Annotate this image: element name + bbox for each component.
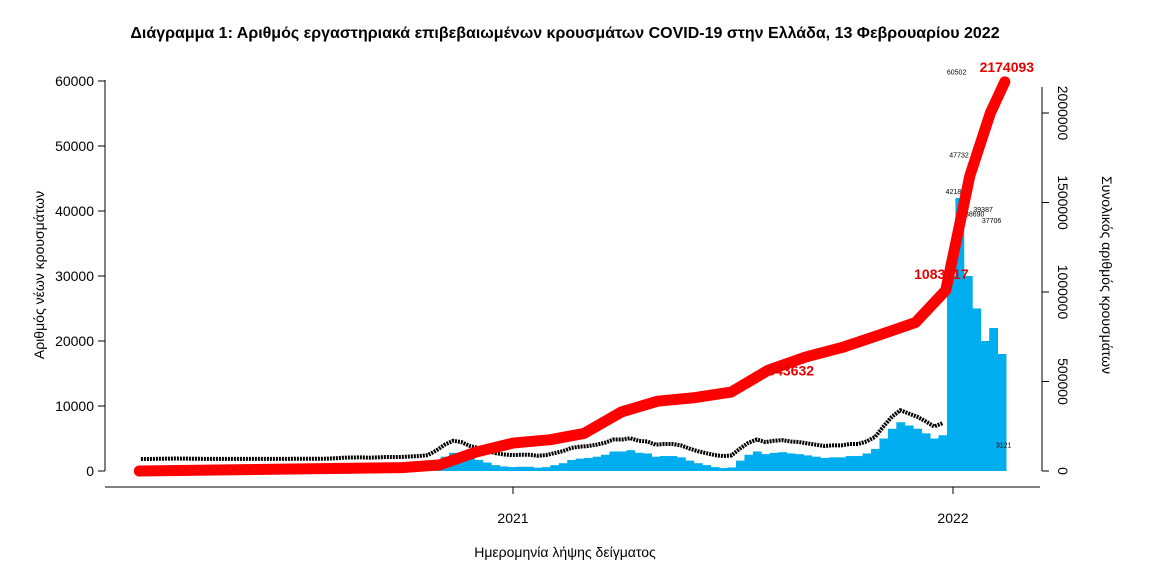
bar: [980, 341, 990, 471]
y2-tick-label: 500000: [1055, 358, 1071, 405]
bar: [811, 456, 821, 471]
bar: [575, 458, 585, 471]
y2-axis-label: Συνολικός αριθμός κρουσμάτων: [1099, 176, 1115, 374]
bar: [634, 452, 644, 471]
bar: [795, 454, 804, 471]
bar: [946, 276, 956, 471]
bar: [921, 433, 931, 471]
daily-value-label: 60502: [947, 70, 967, 77]
bar: [896, 422, 906, 471]
bar: [736, 460, 745, 471]
cumulative-label: 543632: [767, 363, 814, 379]
bar: [567, 459, 577, 471]
bar: [491, 465, 501, 471]
bar: [584, 458, 593, 471]
bar: [930, 438, 939, 471]
bar: [803, 455, 813, 471]
bar: [592, 456, 602, 471]
bar: [786, 453, 796, 471]
bar: [854, 456, 863, 471]
daily-value-label: 39387: [973, 207, 993, 214]
bar: [601, 454, 610, 471]
bar: [862, 453, 872, 471]
bar: [727, 467, 737, 471]
y-tick-label: 0: [86, 463, 94, 479]
bar: [482, 462, 492, 471]
bar: [558, 463, 568, 471]
bar: [643, 453, 653, 471]
y-tick-label: 10000: [55, 398, 94, 414]
y2-tick-label: 0: [1055, 467, 1071, 475]
bar: [676, 457, 686, 471]
bar: [693, 463, 703, 471]
bar: [617, 451, 627, 471]
bar: [668, 456, 678, 471]
bar: [769, 452, 779, 471]
chart-title: Διάγραμμα 1: Αριθμός εργαστηριακά επιβεβ…: [130, 25, 999, 42]
y-tick-label: 50000: [55, 138, 94, 154]
bar: [887, 428, 897, 471]
y-tick-label: 20000: [55, 333, 94, 349]
bar: [609, 451, 619, 471]
bar: [938, 435, 948, 471]
bar: [525, 466, 534, 471]
daily-value-label: 42185: [946, 189, 966, 196]
bar: [710, 467, 720, 471]
daily-value-label: 38690: [965, 212, 985, 219]
bar: [761, 454, 771, 471]
bar: [778, 452, 788, 471]
y-tick-label: 30000: [55, 268, 94, 284]
bar: [626, 450, 636, 471]
x-axis-label: Ημερομηνία λήψης δείγματος: [474, 544, 656, 560]
bar: [955, 198, 965, 471]
bar: [997, 354, 1007, 471]
bar: [516, 466, 526, 471]
bar: [474, 459, 484, 471]
bar: [465, 458, 475, 471]
bar: [913, 428, 923, 471]
bar: [845, 456, 855, 471]
bar: [660, 456, 669, 471]
bar: [904, 425, 914, 471]
bar: [702, 465, 712, 471]
x-tick-label: 2021: [497, 510, 528, 526]
bar: [828, 457, 838, 471]
bar: [508, 467, 518, 471]
cumulative-group: 543632 1083717 2174093: [133, 59, 1035, 477]
value-labels-line: [140, 407, 944, 461]
daily-value-label: 37706: [982, 218, 1002, 225]
bar: [752, 451, 762, 471]
daily-value-label: 3121: [996, 443, 1012, 450]
x-tick-label: 2022: [937, 510, 968, 526]
bar: [972, 308, 982, 471]
y-axis-label: Αριθμός νέων κρουσμάτων: [31, 191, 47, 359]
bar: [879, 438, 889, 471]
bar: [651, 456, 661, 471]
cumulative-label: 2174093: [980, 59, 1035, 75]
bar: [744, 454, 754, 471]
y-tick-label: 60000: [55, 73, 94, 89]
daily-value-label: 47732: [949, 153, 969, 160]
bar: [533, 467, 543, 471]
bar: [871, 448, 880, 471]
y2-tick-label: 1000000: [1055, 265, 1071, 320]
y-tick-label: 40000: [55, 203, 94, 219]
bar: [550, 465, 560, 471]
bar: [719, 468, 728, 471]
y2-tick-label: 1500000: [1055, 175, 1071, 230]
bar: [541, 467, 551, 471]
bar: [499, 466, 509, 471]
bar: [963, 276, 973, 471]
bar: [837, 457, 847, 471]
bar: [989, 328, 999, 471]
cumulative-line: [133, 76, 1011, 477]
y2-tick-label: 2000000: [1055, 86, 1071, 141]
axes-group: 0 10000 20000 30000 40000 50000 60000 2021 2022 0…: [55, 73, 1071, 526]
bar: [820, 458, 830, 471]
cumulative-label: 1083717: [914, 266, 969, 282]
bar: [685, 460, 695, 471]
